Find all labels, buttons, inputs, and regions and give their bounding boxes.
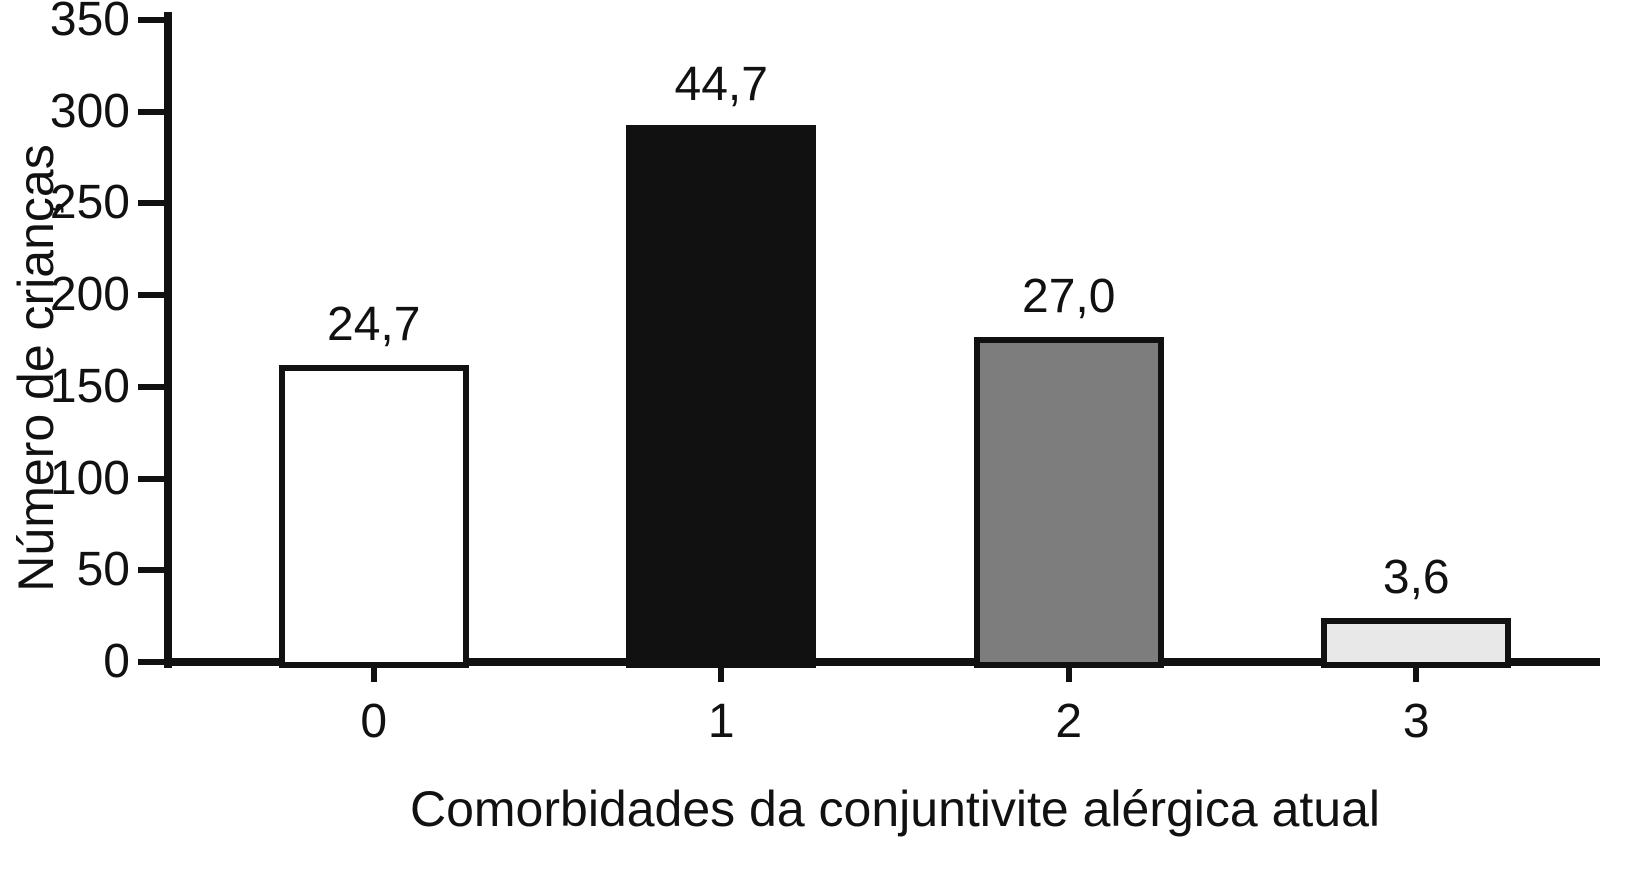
y-tick-mark — [138, 292, 164, 299]
y-tick-label: 50 — [76, 543, 130, 597]
bar-value-label: 27,0 — [1022, 270, 1116, 324]
x-tick-label: 2 — [1055, 695, 1083, 748]
y-tick-label: 350 — [49, 0, 130, 46]
bar-value-label: 24,7 — [327, 297, 421, 351]
y-tick-label: 0 — [103, 635, 130, 688]
y-tick-label: 200 — [49, 268, 130, 322]
x-axis-title: Comorbidades da conjuntivite alérgica at… — [409, 781, 1381, 837]
y-tick-mark — [138, 567, 164, 574]
y-tick-mark — [138, 383, 164, 390]
x-tick-mark — [1065, 666, 1072, 682]
x-tick-mark — [1413, 666, 1420, 682]
x-tick-mark — [370, 666, 377, 682]
y-tick-label: 300 — [49, 84, 130, 138]
y-axis-line — [164, 12, 172, 668]
x-tick-label: 1 — [707, 695, 735, 748]
y-tick-mark — [138, 108, 164, 115]
y-tick-mark — [138, 200, 164, 207]
x-tick-label: 0 — [360, 695, 388, 748]
bar-value-label: 44,7 — [674, 57, 768, 111]
x-tick-label: 3 — [1402, 695, 1430, 748]
x-tick-mark — [718, 666, 725, 682]
y-tick-label: 250 — [49, 176, 130, 230]
bar-value-label: 3,6 — [1382, 550, 1450, 604]
bar — [278, 364, 469, 668]
x-axis-line — [164, 658, 1600, 666]
bar — [1321, 617, 1512, 668]
y-tick-mark — [138, 659, 164, 665]
y-tick-mark — [138, 475, 164, 482]
bar — [973, 337, 1164, 668]
y-tick-label: 150 — [49, 359, 130, 413]
y-tick-mark — [138, 17, 164, 23]
y-tick-label: 100 — [49, 451, 130, 505]
bar — [626, 124, 817, 668]
